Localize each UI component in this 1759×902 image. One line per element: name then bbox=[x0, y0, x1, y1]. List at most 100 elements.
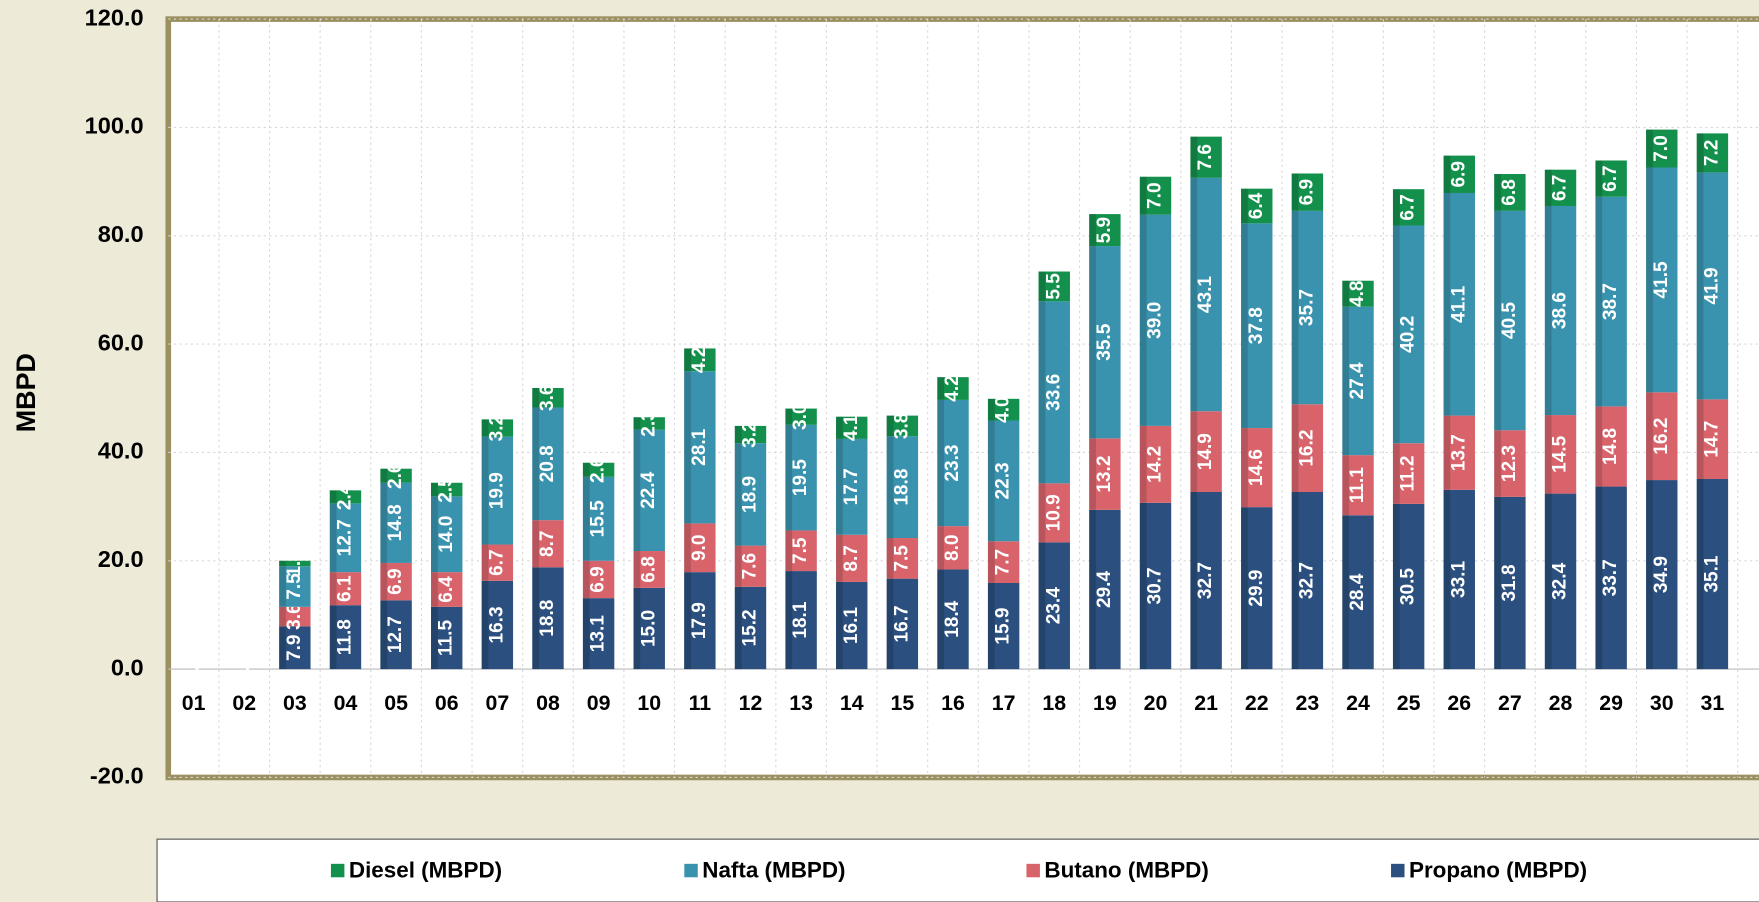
data-label: 2.5 bbox=[436, 476, 457, 503]
data-label: 6.4 bbox=[1246, 192, 1267, 219]
data-label: 9.0 bbox=[689, 535, 710, 562]
bar-shade bbox=[1241, 507, 1248, 670]
bar-shade bbox=[1696, 133, 1704, 173]
data-label: 6.9 bbox=[385, 568, 406, 595]
bar-segment bbox=[987, 541, 1020, 583]
bar-segment bbox=[431, 482, 463, 497]
x-tick-label: 03 bbox=[283, 691, 307, 715]
data-label: 14.7 bbox=[1701, 421, 1722, 458]
x-tick-label: 04 bbox=[334, 691, 358, 715]
data-label: 7.5 bbox=[284, 573, 305, 600]
legend-swatch bbox=[330, 863, 345, 878]
data-label: 2.4 bbox=[334, 483, 355, 510]
data-label: 14.6 bbox=[1246, 449, 1267, 486]
bar-segment bbox=[532, 520, 564, 568]
data-label: 16.2 bbox=[1296, 430, 1317, 467]
x-tick-label: 15 bbox=[891, 691, 915, 715]
data-label: 15.5 bbox=[588, 500, 609, 537]
data-label: 13.7 bbox=[1448, 434, 1469, 471]
bar-segment bbox=[1038, 483, 1070, 543]
bar-segment bbox=[1595, 160, 1627, 197]
bar-shade bbox=[1544, 205, 1552, 416]
bar-shade bbox=[481, 580, 489, 670]
data-label: 0.0 bbox=[183, 656, 204, 683]
data-label: 7.0 bbox=[1145, 182, 1166, 209]
bar-shade bbox=[785, 530, 793, 572]
data-label: 12.7 bbox=[385, 616, 406, 653]
bar-segment bbox=[734, 545, 767, 587]
bar-shade bbox=[1646, 392, 1653, 481]
bar-segment bbox=[1139, 425, 1172, 503]
bar-segment bbox=[1392, 189, 1425, 226]
bar-shade bbox=[1342, 306, 1350, 456]
bar-segment bbox=[1241, 188, 1273, 224]
data-label: 14.9 bbox=[1195, 433, 1216, 470]
x-tick-label: 22 bbox=[1245, 691, 1269, 715]
data-label: 34.9 bbox=[1651, 556, 1672, 593]
bar-shade bbox=[1190, 491, 1198, 670]
bar-shade bbox=[836, 416, 843, 439]
bar-segment bbox=[1443, 415, 1475, 490]
bar-shade bbox=[734, 545, 742, 587]
data-label: 8.7 bbox=[537, 530, 558, 557]
data-label: 7.9 bbox=[284, 634, 305, 661]
bar-segment bbox=[937, 526, 969, 570]
bar-shade bbox=[1494, 210, 1501, 431]
data-label: 0.0 bbox=[233, 656, 254, 683]
data-label: 6.8 bbox=[638, 556, 659, 583]
x-tick-label: 12 bbox=[739, 691, 763, 715]
data-label: 16.3 bbox=[486, 606, 507, 643]
data-label: 23.3 bbox=[942, 444, 963, 481]
bar-segment bbox=[785, 530, 817, 572]
bar-segment bbox=[1342, 306, 1374, 456]
data-label: 11.1 bbox=[1347, 467, 1368, 503]
bar-shade bbox=[886, 415, 894, 437]
legend-swatch bbox=[1391, 863, 1405, 878]
bar-shade bbox=[1646, 480, 1653, 670]
bar-segment bbox=[734, 425, 767, 444]
bar-segment bbox=[1190, 411, 1222, 492]
bar-shade bbox=[1544, 415, 1552, 494]
x-tick-label: 06 bbox=[435, 691, 459, 715]
bar-segment bbox=[329, 605, 362, 670]
bar-segment bbox=[1544, 169, 1577, 206]
bar-shade bbox=[380, 600, 388, 670]
y-tick-label: 120.0 bbox=[85, 4, 144, 30]
data-label: 17.7 bbox=[841, 468, 862, 505]
bar-segment bbox=[1494, 496, 1526, 670]
bar-shade bbox=[1291, 210, 1299, 405]
data-label: 19.5 bbox=[790, 459, 811, 496]
bar-segment bbox=[481, 544, 514, 581]
bar-segment bbox=[532, 567, 564, 670]
data-label: 7.6 bbox=[1195, 144, 1216, 171]
bar-segment bbox=[1646, 167, 1678, 393]
x-tick-label: 14 bbox=[840, 691, 864, 715]
bar-shade bbox=[937, 569, 945, 670]
bar-shade bbox=[1038, 271, 1046, 302]
bar-segment bbox=[1190, 177, 1222, 412]
x-tick-label: 31 bbox=[1701, 691, 1725, 715]
data-label: 2.6 bbox=[385, 462, 406, 489]
bar-shade bbox=[1696, 478, 1704, 670]
bar-segment bbox=[937, 569, 969, 670]
bar-shade bbox=[1342, 515, 1350, 670]
bar-shade bbox=[1139, 176, 1147, 215]
bar-segment bbox=[582, 476, 615, 561]
bar-segment bbox=[1595, 406, 1627, 487]
bar-segment bbox=[734, 586, 767, 670]
bar-shade bbox=[1291, 404, 1299, 492]
legend-swatch bbox=[1026, 863, 1040, 878]
bar-shade bbox=[987, 398, 995, 421]
bar-segment bbox=[279, 566, 311, 607]
bar-shade bbox=[1139, 502, 1147, 670]
bar-shade bbox=[1544, 169, 1552, 206]
bar-shade bbox=[582, 598, 590, 670]
bar-segment bbox=[1038, 301, 1070, 484]
data-label: 3.2 bbox=[740, 421, 761, 448]
data-label: 23.4 bbox=[1043, 587, 1064, 624]
bar-segment bbox=[836, 581, 868, 670]
bar-segment bbox=[582, 462, 615, 477]
data-label: 35.7 bbox=[1296, 289, 1317, 326]
data-label: 41.5 bbox=[1651, 261, 1672, 298]
x-tick-label: 25 bbox=[1397, 691, 1421, 715]
